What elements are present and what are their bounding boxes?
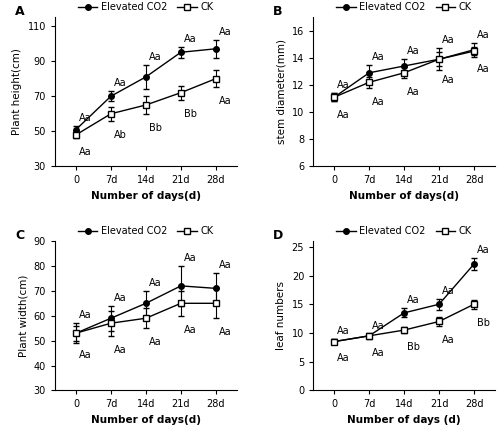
Text: Aa: Aa xyxy=(337,80,349,90)
Text: Aa: Aa xyxy=(477,30,490,40)
Text: Aa: Aa xyxy=(184,253,196,263)
Text: Aa: Aa xyxy=(114,344,126,355)
Y-axis label: stem diameter(mm): stem diameter(mm) xyxy=(276,39,286,144)
Text: Aa: Aa xyxy=(148,278,162,288)
Text: Aa: Aa xyxy=(184,34,196,44)
Text: Aa: Aa xyxy=(218,97,232,106)
Text: Bb: Bb xyxy=(184,109,196,119)
Text: Ab: Ab xyxy=(114,130,126,140)
Text: Aa: Aa xyxy=(442,335,454,345)
Text: D: D xyxy=(273,229,283,242)
X-axis label: Number of days (d): Number of days (d) xyxy=(348,415,461,425)
Text: Bb: Bb xyxy=(477,318,490,328)
X-axis label: Number of days(d): Number of days(d) xyxy=(91,191,201,201)
Text: Aa: Aa xyxy=(442,286,454,296)
X-axis label: Number of days(d): Number of days(d) xyxy=(349,191,459,201)
Legend: Elevated CO2, CK: Elevated CO2, CK xyxy=(332,222,476,240)
Text: Bb: Bb xyxy=(407,342,420,352)
Text: Aa: Aa xyxy=(442,35,454,45)
Text: C: C xyxy=(15,229,24,242)
Text: Aa: Aa xyxy=(372,320,384,331)
Text: Aa: Aa xyxy=(218,260,232,270)
Text: Aa: Aa xyxy=(148,51,162,62)
Text: Aa: Aa xyxy=(218,327,232,337)
Legend: Elevated CO2, CK: Elevated CO2, CK xyxy=(332,0,476,16)
Text: Aa: Aa xyxy=(218,27,232,37)
Text: Bb: Bb xyxy=(148,123,162,133)
Text: Aa: Aa xyxy=(79,350,92,360)
Text: Aa: Aa xyxy=(372,97,384,107)
Y-axis label: Plant width(cm): Plant width(cm) xyxy=(18,275,28,357)
Text: Aa: Aa xyxy=(114,293,126,303)
Text: Aa: Aa xyxy=(407,46,420,56)
Legend: Elevated CO2, CK: Elevated CO2, CK xyxy=(74,222,218,240)
Y-axis label: leaf numbers: leaf numbers xyxy=(276,281,286,350)
Text: A: A xyxy=(15,5,24,18)
Text: Aa: Aa xyxy=(79,113,92,123)
Text: Aa: Aa xyxy=(407,87,420,97)
Text: Aa: Aa xyxy=(372,51,384,62)
Text: Aa: Aa xyxy=(337,326,349,336)
Text: Aa: Aa xyxy=(79,147,92,157)
Text: Aa: Aa xyxy=(79,310,92,320)
Text: Aa: Aa xyxy=(372,347,384,358)
Text: Aa: Aa xyxy=(184,325,196,335)
Text: B: B xyxy=(273,5,282,18)
X-axis label: Number of days(d): Number of days(d) xyxy=(91,415,201,425)
Text: Aa: Aa xyxy=(337,353,349,363)
Text: Aa: Aa xyxy=(114,78,126,88)
Text: Aa: Aa xyxy=(477,64,490,74)
Y-axis label: Plant height(cm): Plant height(cm) xyxy=(12,48,22,135)
Text: Aa: Aa xyxy=(477,245,490,255)
Text: Aa: Aa xyxy=(337,110,349,120)
Text: Aa: Aa xyxy=(148,337,162,347)
Text: Aa: Aa xyxy=(442,75,454,85)
Text: Aa: Aa xyxy=(407,295,420,305)
Legend: Elevated CO2, CK: Elevated CO2, CK xyxy=(74,0,218,16)
